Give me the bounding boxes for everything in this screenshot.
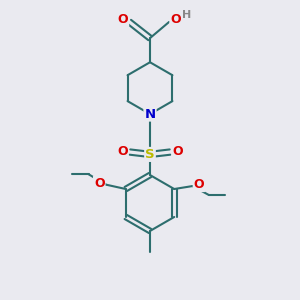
Text: S: S [145,148,155,161]
Text: O: O [94,177,105,190]
Text: H: H [182,10,191,20]
Text: O: O [118,13,128,26]
Text: O: O [194,178,204,191]
Text: N: N [144,108,156,121]
Text: O: O [172,145,183,158]
Text: O: O [117,145,128,158]
Text: O: O [170,13,181,26]
